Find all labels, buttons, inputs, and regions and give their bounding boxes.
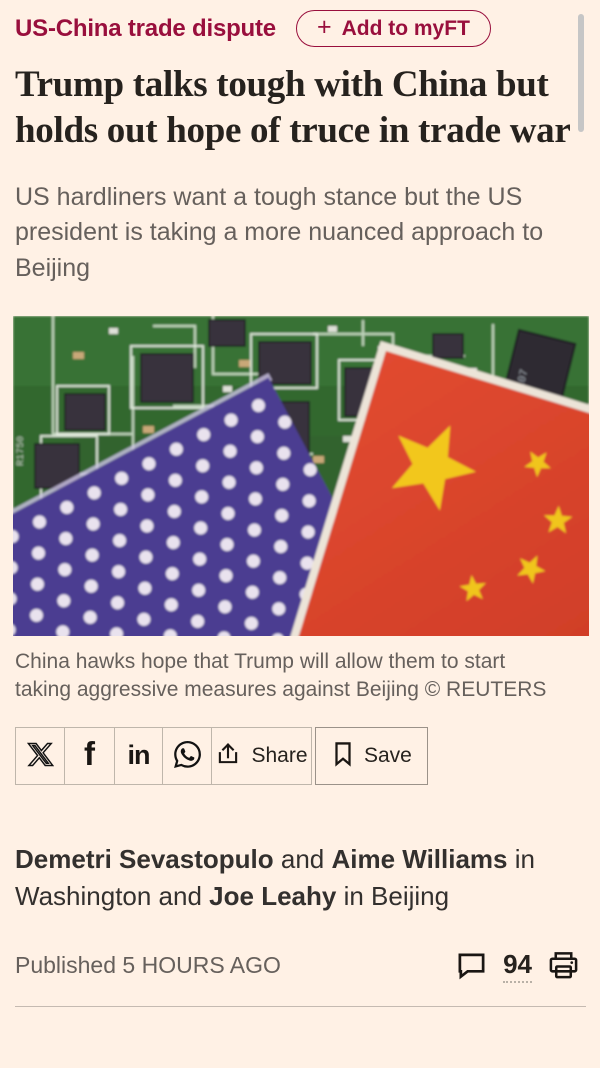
- byline-text: in Beijing: [336, 881, 450, 912]
- bookmark-icon: [331, 741, 355, 770]
- share-linkedin-button[interactable]: in: [115, 727, 163, 784]
- add-to-myft-button[interactable]: + Add to myFT: [295, 10, 491, 47]
- comment-count[interactable]: 94: [503, 949, 532, 983]
- x-twitter-icon: [26, 741, 54, 771]
- topic-tag-link[interactable]: US-China trade dispute: [15, 14, 276, 42]
- share-button[interactable]: Share: [212, 728, 311, 784]
- author[interactable]: Joe Leahy: [209, 881, 337, 912]
- meta-icons: 94: [455, 949, 580, 983]
- article-headline: Trump talks tough with China but holds o…: [15, 64, 571, 151]
- scrollbar-thumb[interactable]: [578, 14, 584, 132]
- article-image: 45107 R1750 U600: [0, 316, 600, 932]
- whatsapp-icon: [173, 740, 201, 771]
- comment-bubble-icon: [455, 953, 488, 984]
- share-x-button[interactable]: [16, 727, 65, 784]
- share-group: f in Share: [15, 726, 312, 785]
- svg-text:R1750: R1750: [16, 436, 27, 466]
- article-standfirst: US hardliners want a tough stance but th…: [15, 182, 544, 282]
- add-to-myft-label: Add to myFT: [341, 16, 470, 40]
- linkedin-icon: in: [127, 740, 151, 770]
- published-time: 5 HOURS AGO: [122, 952, 281, 979]
- share-facebook-button[interactable]: f: [65, 727, 115, 784]
- byline: Demetri Sevastopulo and Aime Williams in…: [15, 841, 560, 916]
- save-button[interactable]: Save: [315, 726, 428, 785]
- byline-text: in Washington and: [15, 843, 535, 912]
- article-figure: 45107 R1750 U600: [0, 316, 600, 932]
- facebook-icon: f: [84, 735, 95, 772]
- image-caption: China hawks hope that Trump will allow t…: [15, 648, 567, 704]
- comments-button[interactable]: [455, 950, 488, 981]
- print-button[interactable]: [547, 950, 580, 981]
- image-caption-text: China hawks hope that Trump will allow t…: [15, 650, 506, 702]
- author[interactable]: Aime Williams: [331, 843, 508, 874]
- image-credit-text: © REUTERS: [424, 678, 547, 702]
- section-divider: [15, 1005, 586, 1007]
- published-timestamp: Published 5 HOURS AGO: [15, 952, 281, 979]
- share-whatsapp-button[interactable]: [163, 727, 212, 784]
- author[interactable]: Demetri Sevastopulo: [15, 843, 274, 874]
- share-row: f in Share: [15, 726, 586, 785]
- share-button-label: Share: [251, 743, 308, 767]
- published-label: Published: [15, 952, 117, 979]
- share-upload-icon: [215, 741, 241, 770]
- save-button-label: Save: [364, 743, 412, 767]
- printer-icon: [547, 952, 580, 984]
- topic-row: US-China trade dispute + Add to myFT: [15, 10, 586, 47]
- byline-text: and: [273, 843, 332, 874]
- plus-icon: +: [316, 13, 332, 41]
- article-meta-row: Published 5 HOURS AGO 94: [15, 949, 586, 983]
